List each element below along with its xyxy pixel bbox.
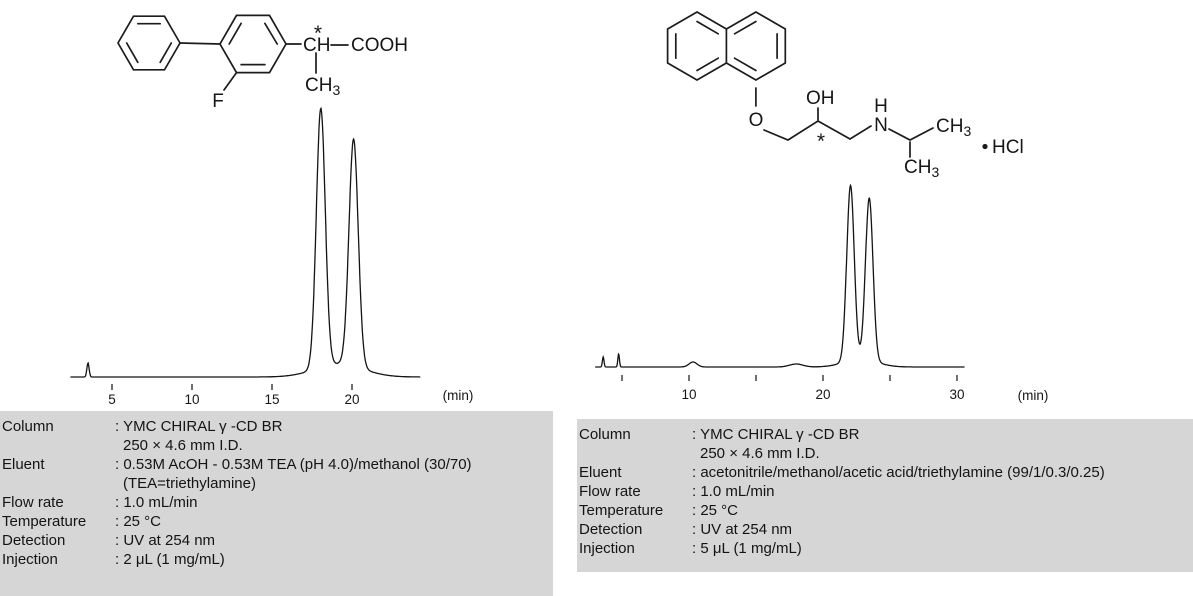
x-tick-label: 10 — [184, 392, 199, 407]
x-tick-label: 5 — [108, 392, 116, 407]
condition-value: : 25 °C — [115, 513, 162, 530]
ch-label: CH — [303, 35, 330, 56]
ch3-subscript: 3 — [332, 82, 340, 98]
condition-value: : 1.0 mL/min — [115, 494, 198, 511]
condition-row: Temperature : 25 °C — [2, 512, 553, 531]
fluorine-label: F — [212, 91, 224, 112]
chromatogram-trace — [70, 106, 421, 378]
left-analysis-conditions: Column : YMC CHIRAL γ -CD BR 250 × 4.6 m… — [0, 411, 553, 596]
x-tick-label: 10 — [681, 387, 696, 402]
x-tick-label: 20 — [815, 387, 830, 402]
condition-value: : YMC CHIRAL γ -CD BR — [692, 426, 860, 443]
x-tick-label: 30 — [949, 387, 964, 402]
naphthalene-right-ring-double-bonds — [733, 20, 778, 72]
condition-label: Eluent — [2, 456, 45, 473]
condition-label: Temperature — [2, 513, 87, 530]
amine-h-label: H — [874, 96, 888, 117]
condition-row: Flow rate : 1.0 mL/min — [2, 493, 553, 512]
condition-row: Injection : 5 μL (1 mg/mL) — [579, 539, 1193, 558]
condition-label: Eluent — [579, 464, 622, 481]
x-axis-unit-label: (min) — [443, 388, 474, 403]
condition-value-line2: 250 × 4.6 mm I.D. — [700, 445, 820, 462]
ch3-base: CH — [904, 157, 931, 178]
naphthalene-right-ring — [725, 11, 787, 81]
chromatogram-left: 5 10 15 20 (min) — [70, 106, 474, 407]
condition-value: : UV at 254 nm — [115, 532, 216, 549]
ch3-base: CH — [936, 116, 963, 137]
chiral-center-asterisk: * — [817, 130, 825, 153]
chromatogram-trace — [595, 183, 965, 368]
ch3-base: CH — [305, 75, 332, 96]
condition-value: : 5 μL (1 mg/mL) — [692, 540, 802, 557]
condition-row: Column : YMC CHIRAL γ -CD BR 250 × 4.6 m… — [579, 425, 1193, 463]
condition-label: Flow rate — [579, 483, 641, 500]
biphenyl-bond — [179, 42, 221, 45]
condition-label: Temperature — [579, 502, 664, 519]
condition-label: Detection — [579, 521, 643, 538]
ch3-subscript: 3 — [931, 164, 939, 180]
hcl-label: HCl — [992, 137, 1024, 158]
fluorophenyl-ring-double-bonds — [228, 22, 279, 66]
x-tick-label: 20 — [344, 392, 359, 407]
condition-row: Injection : 2 μL (1 mg/mL) — [2, 550, 553, 569]
cooh-label: COOH — [351, 35, 408, 56]
x-tick-label: 15 — [264, 392, 279, 407]
chain-bonds — [763, 107, 934, 158]
structure-flurbiprofen: F * CH COOH CH3 — [117, 14, 408, 112]
condition-row: Eluent : 0.53M AcOH - 0.53M TEA (pH 4.0)… — [2, 455, 553, 493]
ch3-lower-label: CH3 — [904, 157, 939, 180]
condition-value: : 1.0 mL/min — [692, 483, 775, 500]
condition-value: : 0.53M AcOH - 0.53M TEA (pH 4.0)/methan… — [115, 456, 472, 473]
chiral-center-asterisk: * — [314, 22, 322, 45]
condition-label: Detection — [2, 532, 66, 549]
side-chain-bonds — [285, 43, 349, 74]
ch3-upper-label: CH3 — [936, 116, 971, 139]
condition-label: Flow rate — [2, 494, 64, 511]
phenyl-ring — [117, 15, 181, 71]
condition-label: Injection — [2, 551, 58, 568]
condition-value-line2: (TEA=triethylamine) — [123, 475, 256, 492]
condition-row: Column : YMC CHIRAL γ -CD BR 250 × 4.6 m… — [2, 417, 553, 455]
condition-row: Flow rate : 1.0 mL/min — [579, 482, 1193, 501]
fluorine-bond — [223, 71, 238, 91]
condition-value: : acetonitrile/methanol/acetic acid/trie… — [692, 464, 1105, 481]
hydroxyl-label: OH — [806, 88, 835, 109]
phenyl-ring-double-bonds — [125, 22, 173, 64]
ch3-subscript: 3 — [963, 123, 971, 139]
condition-value: : YMC CHIRAL γ -CD BR — [115, 418, 283, 435]
condition-label: Injection — [579, 540, 635, 557]
ch3-label: CH3 — [305, 75, 340, 98]
condition-value: : 2 μL (1 mg/mL) — [115, 551, 225, 568]
condition-row: Detection : UV at 254 nm — [2, 531, 553, 550]
ether-oxygen-label: O — [749, 110, 764, 131]
x-axis-unit-label: (min) — [1018, 388, 1049, 403]
condition-value: : 25 °C — [692, 502, 739, 519]
condition-row: Temperature : 25 °C — [579, 501, 1193, 520]
condition-row: Eluent : acetonitrile/methanol/acetic ac… — [579, 463, 1193, 482]
naphthalene-left-ring-double-bonds — [674, 20, 720, 72]
structure-propranolol-hcl: O OH * H N CH3 CH3 HCl — [666, 11, 1024, 180]
right-analysis-conditions: Column : YMC CHIRAL γ -CD BR 250 × 4.6 m… — [577, 419, 1193, 572]
condition-value: : UV at 254 nm — [692, 521, 793, 538]
condition-row: Detection : UV at 254 nm — [579, 520, 1193, 539]
condition-value-line2: 250 × 4.6 mm I.D. — [123, 437, 243, 454]
condition-label: Column — [579, 426, 631, 443]
amine-n-label: N — [874, 115, 888, 136]
chromatogram-right: 10 20 30 (min) — [595, 183, 1049, 403]
condition-label: Column — [2, 418, 54, 435]
salt-dot-icon — [982, 143, 988, 150]
